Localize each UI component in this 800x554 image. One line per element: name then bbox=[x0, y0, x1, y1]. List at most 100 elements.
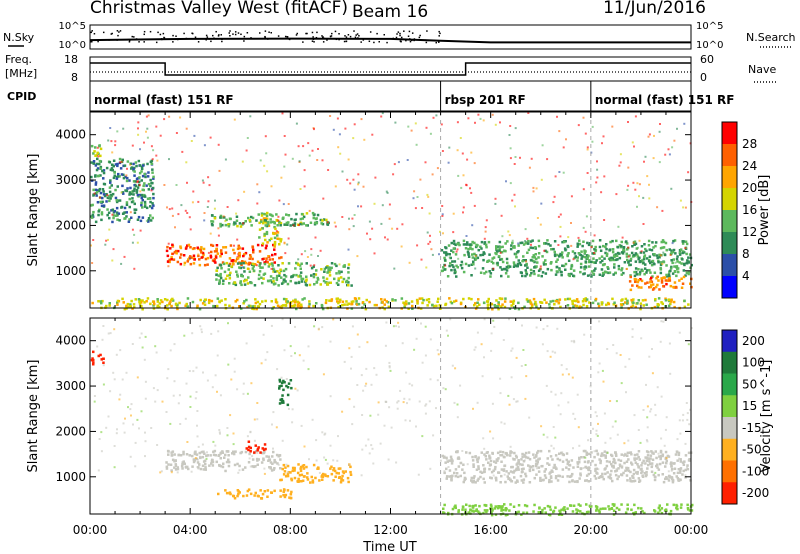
heatmap-cell bbox=[634, 461, 638, 464]
heatmap-scatter bbox=[565, 138, 567, 141]
heatmap-cell bbox=[595, 259, 598, 262]
heatmap-cell bbox=[278, 274, 281, 277]
heatmap-cell bbox=[500, 505, 504, 508]
heatmap-cell bbox=[564, 298, 567, 301]
heatmap-cell bbox=[503, 464, 507, 467]
heatmap-cell bbox=[247, 488, 251, 491]
heatmap-scatter bbox=[184, 209, 187, 212]
heatmap-cell bbox=[192, 262, 196, 265]
nsearch-point bbox=[322, 41, 325, 43]
heatmap-cell bbox=[470, 263, 473, 266]
heatmap-cell bbox=[451, 459, 454, 462]
heatmap-scatter bbox=[242, 255, 245, 257]
heatmap-cell bbox=[510, 244, 513, 247]
heatmap-scatter bbox=[272, 447, 274, 450]
heatmap-cell bbox=[184, 247, 188, 250]
heatmap-cell bbox=[152, 204, 155, 207]
heatmap-scatter bbox=[631, 141, 634, 144]
heatmap-scatter bbox=[338, 263, 341, 266]
heatmap-cell bbox=[99, 191, 103, 195]
heatmap-cell bbox=[643, 472, 647, 475]
heatmap-scatter bbox=[669, 254, 672, 256]
heatmap-cell bbox=[247, 461, 251, 464]
heatmap-scatter bbox=[341, 410, 344, 413]
heatmap-cell bbox=[645, 450, 649, 453]
heatmap-scatter bbox=[322, 197, 325, 200]
heatmap-cell bbox=[593, 248, 596, 251]
heatmap-cell bbox=[625, 302, 629, 305]
heatmap-scatter bbox=[189, 406, 192, 408]
heatmap-cell bbox=[450, 268, 453, 272]
heatmap-cell bbox=[347, 281, 350, 284]
heatmap-scatter bbox=[429, 234, 431, 237]
heatmap-scatter bbox=[447, 161, 450, 164]
heatmap-scatter bbox=[591, 125, 594, 128]
heatmap-scatter bbox=[350, 355, 353, 358]
heatmap-scatter bbox=[181, 150, 184, 153]
heatmap-cell bbox=[496, 263, 499, 267]
heatmap-cell bbox=[505, 269, 509, 272]
heatmap-cell bbox=[337, 277, 340, 280]
heatmap-scatter bbox=[313, 264, 316, 267]
heatmap-cell bbox=[673, 305, 676, 309]
heatmap-cell bbox=[517, 504, 521, 507]
heatmap-cell bbox=[659, 457, 662, 461]
heatmap-cell bbox=[99, 147, 103, 151]
heatmap-scatter bbox=[513, 193, 516, 196]
heatmap-cell bbox=[531, 246, 534, 250]
heatmap-cell bbox=[247, 440, 251, 443]
heatmap-cell bbox=[228, 273, 231, 277]
nsearch-label: N.Search bbox=[746, 31, 796, 44]
heatmap-cell bbox=[102, 169, 106, 172]
heatmap-cell bbox=[286, 393, 290, 397]
heatmap-cell bbox=[280, 401, 284, 404]
heatmap-cell bbox=[284, 466, 287, 469]
heatmap-scatter bbox=[150, 427, 153, 429]
heatmap-cell bbox=[655, 456, 658, 460]
heatmap-scatter bbox=[455, 250, 458, 253]
heatmap-cell bbox=[451, 264, 454, 267]
heatmap-scatter bbox=[110, 140, 113, 143]
heatmap-cell bbox=[599, 475, 603, 478]
nsearch-point bbox=[296, 32, 299, 35]
heatmap-scatter bbox=[196, 410, 199, 412]
heatmap-scatter bbox=[334, 185, 337, 188]
heatmap-cell bbox=[220, 267, 223, 270]
heatmap-cell bbox=[548, 463, 551, 466]
heatmap-cell bbox=[640, 279, 644, 283]
heatmap-cell bbox=[276, 462, 279, 465]
colorbar-tick-label: 16 bbox=[742, 203, 757, 217]
heatmap-scatter bbox=[557, 404, 560, 407]
heatmap-cell bbox=[411, 307, 414, 310]
colorbar-frame bbox=[721, 121, 738, 299]
heatmap-cell bbox=[261, 227, 264, 230]
heatmap-cell bbox=[340, 479, 343, 482]
heatmap-scatter bbox=[169, 349, 172, 352]
heatmap-cell bbox=[318, 479, 321, 482]
nsearch-point bbox=[334, 30, 337, 33]
heatmap-cell bbox=[559, 305, 562, 309]
heatmap-cell bbox=[516, 251, 519, 254]
heatmap-cell bbox=[646, 454, 650, 457]
heatmap-cell bbox=[132, 303, 136, 306]
heatmap-cell bbox=[578, 460, 581, 464]
y-tick-label: 2000 bbox=[55, 424, 86, 438]
heatmap-cell bbox=[543, 474, 547, 477]
heatmap-cell bbox=[483, 509, 487, 512]
heatmap-cell bbox=[273, 221, 276, 224]
heatmap-cell bbox=[333, 277, 336, 281]
heatmap-scatter bbox=[412, 197, 415, 200]
colorbar-tick-label: 4 bbox=[742, 269, 750, 283]
heatmap-cell bbox=[454, 243, 457, 247]
heatmap-scatter bbox=[286, 243, 289, 246]
colorbar-swatch bbox=[722, 395, 737, 418]
heatmap-cell bbox=[111, 168, 114, 172]
heatmap-scatter bbox=[362, 185, 365, 188]
heatmap-scatter bbox=[651, 464, 654, 467]
heatmap-scatter bbox=[166, 206, 168, 209]
heatmap-cell bbox=[482, 477, 485, 481]
heatmap-scatter bbox=[236, 238, 239, 241]
heatmap-cell bbox=[338, 272, 341, 275]
heatmap-cell bbox=[534, 253, 537, 256]
heatmap-cell bbox=[630, 305, 633, 309]
